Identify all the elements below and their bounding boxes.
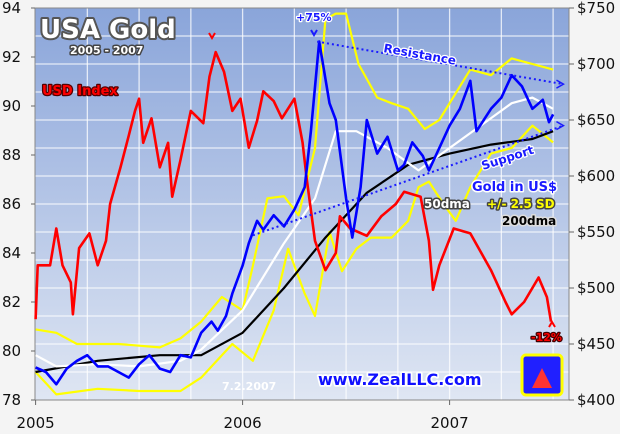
usd-end-marker-icon: [548, 320, 556, 328]
series-50dma: [35, 96, 554, 368]
x-tick-label: 2006: [224, 414, 262, 432]
gold-peak-marker-icon: [310, 29, 318, 37]
date-stamp: 7.2.2007: [222, 380, 276, 393]
trendline-resistance: [316, 40, 564, 86]
right-tick-label: $550: [577, 223, 615, 241]
series--2-5-sd-upper: [35, 12, 554, 349]
right-tick-label: $400: [577, 391, 615, 409]
left-tick-label: 80: [2, 342, 21, 360]
right-tick-label: $700: [577, 55, 615, 73]
watermark-url: www.ZealLLC.com: [318, 370, 482, 389]
left-tick-label: 78: [2, 391, 21, 409]
gold-legend-label: Gold in US$: [472, 180, 557, 195]
x-tick-label: 2005: [17, 414, 55, 432]
dma50-legend-label: 50dma: [424, 197, 470, 211]
right-tick-label: $500: [577, 279, 615, 297]
chart-subtitle: 2005 - 2007: [70, 44, 143, 57]
right-tick-label: $750: [577, 0, 615, 17]
usd-peak-marker-icon: [208, 32, 216, 40]
left-tick-label: 86: [2, 195, 21, 213]
x-tick-label: 2007: [431, 414, 469, 432]
sd-legend-label: +/- 2.5 SD: [487, 197, 555, 211]
usd-index-label: USD Index: [42, 84, 118, 99]
right-tick-label: $450: [577, 335, 615, 353]
chart-title: USA Gold: [40, 15, 176, 45]
trendline-arrow-icon: [556, 120, 565, 131]
series-group: [34, 12, 565, 396]
left-tick-label: 94: [2, 0, 21, 17]
trendline-arrow-icon: [556, 79, 565, 89]
dma200-legend-label: 200dma: [502, 214, 556, 228]
left-tick-label: 88: [2, 146, 21, 164]
right-tick-label: $650: [577, 111, 615, 129]
left-tick-label: 82: [2, 293, 21, 311]
logo-shape: [532, 368, 552, 388]
zeal-logo: [520, 353, 564, 397]
series-200dma: [35, 130, 554, 374]
series-usd-index: [34, 50, 553, 322]
usd-loss-label: -12%: [531, 331, 562, 344]
right-tick-label: $600: [577, 167, 615, 185]
left-tick-label: 90: [2, 97, 21, 115]
left-tick-label: 92: [2, 48, 21, 66]
series-gold-in-us: [35, 40, 555, 386]
gold-gain-label: +75%: [296, 11, 332, 24]
left-tick-label: 84: [2, 244, 21, 262]
grid: [35, 8, 569, 400]
